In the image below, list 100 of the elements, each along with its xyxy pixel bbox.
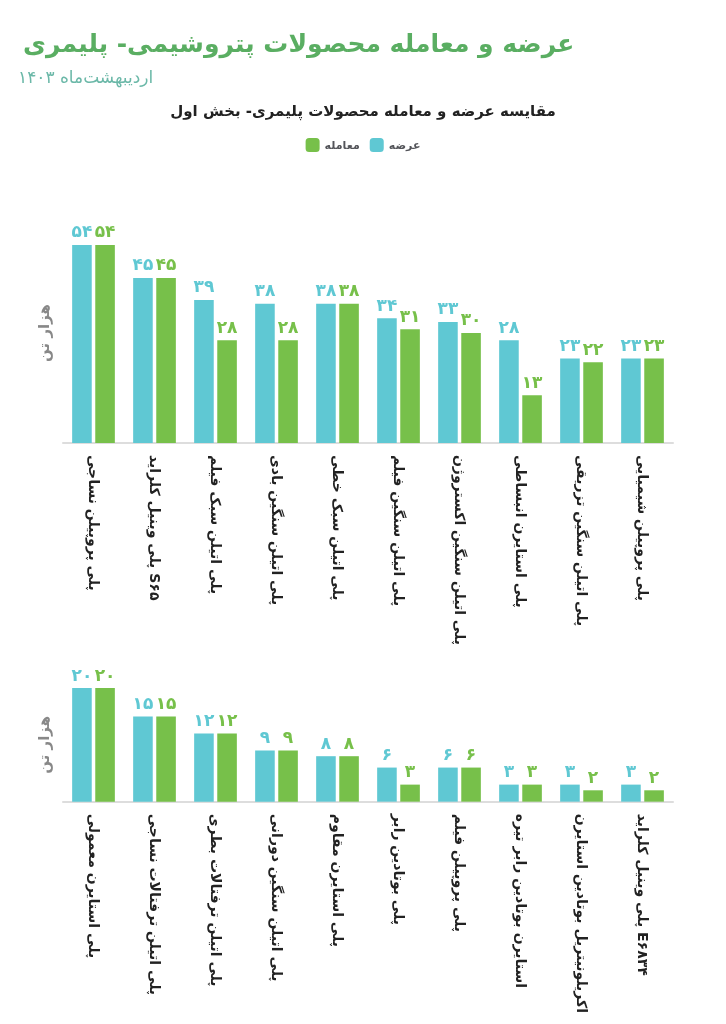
bar xyxy=(133,716,153,802)
data-label: ۱۵ xyxy=(132,692,154,713)
bar xyxy=(316,756,336,802)
data-label: ۵۴ xyxy=(71,221,93,242)
data-label: ۳ xyxy=(564,761,576,782)
data-label: ۳۸ xyxy=(254,280,276,301)
y-axis-title: هزار تن xyxy=(34,304,53,362)
x-tick-label: پلی اتیلن سبک خطی xyxy=(328,454,346,601)
bar xyxy=(621,358,641,443)
x-tick-label: پلی استایرن انبساطی xyxy=(511,454,529,608)
x-tick-label: پلی وینیل کلراید E۶۸۳۴ xyxy=(633,813,651,977)
bar xyxy=(621,784,641,802)
data-label: ۹ xyxy=(259,727,271,748)
data-label: ۱۳ xyxy=(521,371,544,392)
data-label: ۴۵ xyxy=(155,254,177,275)
data-label: ۳۳ xyxy=(437,298,459,319)
bar xyxy=(278,340,298,443)
data-label: ۴۵ xyxy=(132,254,154,275)
data-label: ۲۸ xyxy=(216,316,239,337)
legend-label: عرضه xyxy=(388,138,421,152)
bar xyxy=(522,784,542,802)
bar xyxy=(560,358,580,443)
bar xyxy=(72,688,92,802)
data-label: ۲۰ xyxy=(94,664,116,685)
data-label: ۸ xyxy=(343,732,355,753)
x-tick-label: پلی پروپیلن شیمیایی xyxy=(633,454,651,602)
bar xyxy=(499,340,519,443)
chart-subtitle: اردیبهشت‌ماه ۱۴۰۳ xyxy=(18,66,154,88)
bar xyxy=(278,750,298,802)
bar xyxy=(499,784,519,802)
bar xyxy=(156,277,176,443)
x-tick-label: پلی استایرن معمولی xyxy=(84,813,102,959)
chart-title: عرضه و معامله محصولات پتروشیمی- پلیمری xyxy=(23,29,575,59)
data-label: ۲۳ xyxy=(559,335,581,356)
x-tick-label: استایرن بوتادین رابر تیره xyxy=(511,813,529,989)
x-tick-label: پلی پروپیلن فیلم xyxy=(450,813,468,933)
bar xyxy=(560,784,580,802)
bar xyxy=(522,395,542,443)
data-label: ۲۳ xyxy=(643,335,666,356)
data-label: ۸ xyxy=(320,732,332,753)
bar xyxy=(583,362,603,443)
bar xyxy=(644,790,664,802)
bar xyxy=(194,733,214,802)
bar xyxy=(583,790,603,802)
bar xyxy=(644,358,664,443)
data-label: ۳۹ xyxy=(193,276,215,297)
x-tick-label: پلی اتیلن ترفتالات بطری xyxy=(206,813,224,987)
data-label: ۱۲ xyxy=(216,709,239,730)
x-tick-label: پلی پروپیلن نساجی xyxy=(84,454,102,591)
bar xyxy=(461,767,481,802)
data-label: ۳۱ xyxy=(399,305,421,326)
x-tick-label: پلی اتیلن سنگین تزریقی xyxy=(572,454,590,627)
x-tick-label: پلی وینیل کلراید S۶۵ xyxy=(145,454,163,601)
bar xyxy=(133,277,153,443)
bar xyxy=(194,299,214,443)
x-tick-label: پلی اتیلن سبک فیلم xyxy=(206,454,224,595)
data-label: ۳ xyxy=(404,761,416,782)
bar xyxy=(438,321,458,443)
y-axis-title: هزار تن xyxy=(34,715,53,774)
data-label: ۳۴ xyxy=(376,294,398,315)
data-label: ۲ xyxy=(648,766,660,787)
bar xyxy=(461,332,481,443)
bar xyxy=(95,688,115,802)
x-tick-label: پلی بوتادین رابر xyxy=(389,812,407,925)
bar xyxy=(438,767,458,802)
data-label: ۲ xyxy=(587,766,599,787)
bar xyxy=(255,303,275,443)
x-tick-label: پلی اتیلن سنگین دورانی xyxy=(267,813,285,982)
data-label: ۶ xyxy=(442,744,454,765)
bar xyxy=(339,303,359,443)
bar xyxy=(217,340,237,443)
bar xyxy=(339,756,359,802)
bar xyxy=(377,318,397,443)
data-label: ۶ xyxy=(381,744,393,765)
text: مقایسه عرضه و معامله محصولات پلیمری- بخش اول xyxy=(170,101,556,121)
data-label: ۲۰ xyxy=(71,664,93,685)
bar xyxy=(156,716,176,802)
bar xyxy=(95,244,115,443)
data-label: ۲۲ xyxy=(582,338,605,359)
data-label: ۳ xyxy=(625,761,637,782)
data-label: ۹ xyxy=(282,727,294,748)
x-tick-label: پلی اتیلن سنگین بادی xyxy=(267,454,285,606)
data-label: ۲۸ xyxy=(277,316,300,337)
data-label: ۳۸ xyxy=(338,280,361,301)
data-label: ۳۸ xyxy=(315,280,337,301)
data-label: ۱۵ xyxy=(155,692,177,713)
bar xyxy=(377,767,397,802)
bar xyxy=(217,733,237,802)
x-tick-label: پلی اتیلن سنگین فیلم xyxy=(389,454,407,607)
legend-label: معامله xyxy=(324,138,360,152)
bar xyxy=(72,244,92,443)
data-label: ۳ xyxy=(526,761,538,782)
data-label: ۳ xyxy=(503,761,515,782)
x-tick-label: پلی اتیلن سنگین اکستروژن xyxy=(450,454,468,646)
bar xyxy=(316,303,336,443)
bar xyxy=(255,750,275,802)
data-label: ۵۴ xyxy=(94,221,116,242)
bar xyxy=(400,784,420,802)
data-label: ۲۸ xyxy=(498,316,520,337)
data-label: ۳۰ xyxy=(460,309,482,330)
